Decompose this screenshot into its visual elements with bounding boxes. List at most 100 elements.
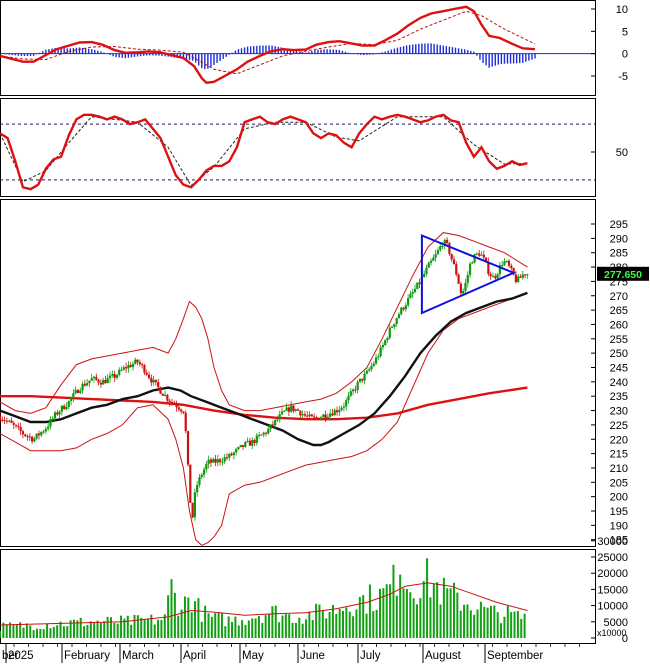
volume-bar <box>62 626 65 638</box>
volume-bar <box>365 613 368 638</box>
candle-body <box>251 439 254 446</box>
price-tick-label: 260 <box>610 319 628 331</box>
candle-body <box>147 374 151 378</box>
candle-body <box>104 380 107 384</box>
price-tick-label: 270 <box>610 291 628 303</box>
stoch-frame <box>0 98 596 197</box>
volume-bar <box>96 620 99 638</box>
candle-body <box>329 413 332 417</box>
candle-body <box>141 364 144 366</box>
candle-body <box>386 337 389 341</box>
candle-body <box>44 428 47 432</box>
candle-body <box>159 387 162 394</box>
candle-body <box>372 363 375 367</box>
volume-bar <box>227 616 230 638</box>
candle-body <box>484 257 488 263</box>
candle-body <box>507 261 511 266</box>
volume-bar <box>15 623 18 638</box>
volume-bar <box>459 610 462 638</box>
vol-frame <box>0 549 596 644</box>
candle-body <box>12 422 15 425</box>
candle-body <box>519 276 522 278</box>
candle-body <box>196 484 199 493</box>
candle-body <box>432 257 435 261</box>
volume-bar <box>12 624 15 638</box>
volume-bar <box>379 588 382 638</box>
candle-body <box>299 410 302 416</box>
volume-bar <box>264 615 267 638</box>
volume-bar <box>140 617 143 638</box>
price-tick-label: 200 <box>610 492 628 504</box>
candle-body <box>166 394 169 401</box>
volume-bar <box>99 623 102 638</box>
volume-bar <box>157 619 160 638</box>
volume-bar <box>244 624 247 638</box>
candle-body <box>370 366 373 370</box>
reference-lines <box>0 53 595 181</box>
candle-body <box>294 409 297 411</box>
volume-bar <box>278 622 281 638</box>
candle-body <box>423 273 426 277</box>
candle-body <box>40 431 43 436</box>
candle-body <box>276 419 279 421</box>
volume-bar <box>513 611 516 638</box>
candle-body <box>97 379 100 383</box>
candle-body <box>310 414 313 417</box>
volume-bar <box>116 623 119 638</box>
price-tick-label: 190 <box>610 520 628 532</box>
volume-bar <box>9 622 12 638</box>
candle-body <box>154 379 158 383</box>
candle-body <box>248 440 252 446</box>
volume-bar <box>362 595 365 638</box>
candle-body <box>340 407 343 410</box>
candle-body <box>416 282 419 289</box>
candle-body <box>283 410 286 412</box>
volume-bar <box>66 626 69 638</box>
volume-bar <box>466 604 469 638</box>
candle-body <box>63 405 66 410</box>
volume-bar <box>415 604 418 638</box>
candle-body <box>237 446 240 450</box>
volume-bar <box>32 630 35 638</box>
candle-body <box>47 426 50 429</box>
volume-bar <box>372 611 375 638</box>
panel-frames <box>0 0 596 644</box>
candle-body <box>349 391 352 396</box>
volume-bar <box>160 619 163 638</box>
candle-body <box>214 458 217 463</box>
volume-bar <box>224 626 227 638</box>
candle-body <box>207 459 210 464</box>
candle-body <box>285 407 288 411</box>
volume-bar <box>439 604 442 638</box>
candle-body <box>306 415 309 417</box>
price-frame <box>0 199 596 547</box>
volume-bar <box>210 616 213 638</box>
candle-body <box>402 307 405 310</box>
volume-bar <box>281 615 284 638</box>
candle-body <box>163 394 167 396</box>
candle-body <box>512 268 515 275</box>
volume-bar <box>412 598 415 638</box>
candle-body <box>503 261 506 266</box>
candle-body <box>287 407 290 412</box>
candle-body <box>473 254 476 263</box>
candle-body <box>368 369 371 371</box>
candle-body <box>491 276 495 278</box>
volume-bar <box>133 614 136 638</box>
x-axis-label: May <box>242 650 264 662</box>
candle-body <box>303 414 307 416</box>
volume-bar <box>214 613 217 638</box>
candle-body <box>262 432 265 435</box>
candle-body <box>480 254 483 256</box>
volume-bar <box>348 611 351 638</box>
volume-bar <box>69 620 72 638</box>
price-tick-label: 205 <box>610 477 628 489</box>
volume-bar <box>86 624 89 638</box>
volume-bar <box>177 615 180 638</box>
volume-bar <box>315 603 318 638</box>
volume-bar <box>46 623 49 638</box>
candle-body <box>264 432 268 434</box>
candle-body <box>457 274 460 284</box>
volume-bar <box>321 610 324 638</box>
volume-bar <box>197 598 200 638</box>
